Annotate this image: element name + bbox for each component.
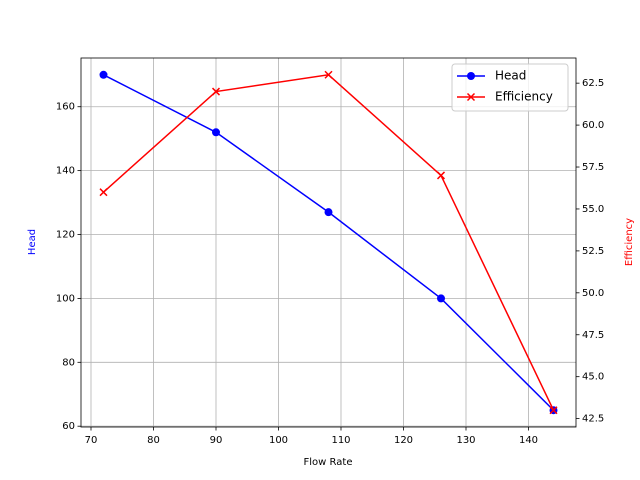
marker xyxy=(99,188,108,197)
x-tick-label: 80 xyxy=(147,435,160,446)
y-tick-label: 160 xyxy=(56,102,75,113)
y2-tick-label: 55.0 xyxy=(582,204,604,215)
y2-tick-label: 42.5 xyxy=(582,414,604,425)
x-tick-label: 110 xyxy=(331,435,350,446)
x-tick-label: 120 xyxy=(394,435,413,446)
y2-tick-label: 52.5 xyxy=(582,246,604,257)
marker xyxy=(549,406,558,415)
marker xyxy=(99,70,108,79)
y2-tick-label: 45.0 xyxy=(582,372,604,383)
marker xyxy=(324,70,333,79)
series-line xyxy=(102,73,555,411)
legend-label: Efficiency xyxy=(495,90,553,104)
legend: Head Efficiency xyxy=(451,63,569,112)
x-tick-label: 70 xyxy=(85,435,98,446)
marker xyxy=(436,171,446,180)
y-tick-label: 60 xyxy=(62,421,75,432)
x-tick-label: 140 xyxy=(519,435,538,446)
y2-tick-label: 57.5 xyxy=(582,162,604,173)
x-tick-label: 90 xyxy=(210,435,223,446)
series-line xyxy=(103,74,555,411)
y-axis-label: Head xyxy=(27,229,38,255)
plot-frame xyxy=(80,57,577,428)
y2-tick-label: 60.0 xyxy=(582,120,604,131)
y2-axis-label: Efficiency xyxy=(624,218,635,266)
marker xyxy=(211,87,221,96)
y2-tick-label: 62.5 xyxy=(582,78,604,89)
y-tick-label: 100 xyxy=(56,293,75,304)
y-tick-label: 120 xyxy=(56,230,75,241)
marker xyxy=(467,72,475,80)
y2-tick-label: 47.5 xyxy=(582,330,604,341)
marker xyxy=(212,128,220,137)
y-tick-label: 140 xyxy=(56,166,75,177)
marker xyxy=(437,294,445,303)
x-axis-label: Flow Rate xyxy=(304,457,353,468)
y2-tick-label: 50.0 xyxy=(582,288,604,299)
x-tick-label: 130 xyxy=(456,435,475,446)
x-tick-label: 100 xyxy=(269,435,288,446)
marker xyxy=(466,92,476,102)
marker xyxy=(324,208,333,217)
y-tick-label: 80 xyxy=(62,357,75,368)
legend-label: Head xyxy=(495,69,526,83)
